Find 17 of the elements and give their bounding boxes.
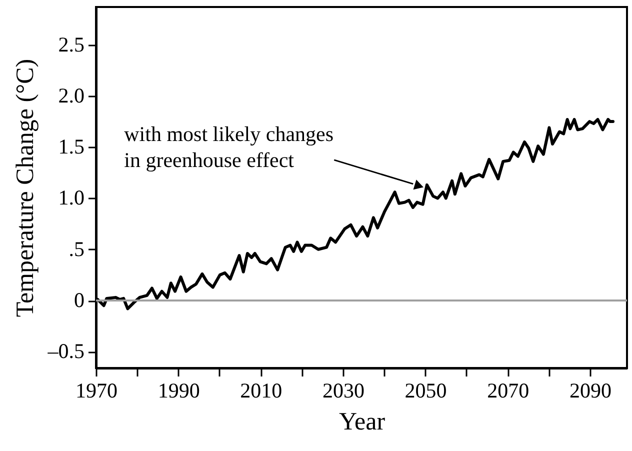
y-tick-label: 1.0 [58, 186, 84, 210]
x-tick-label: 2090 [569, 378, 612, 402]
x-axis-title: Year [338, 408, 386, 436]
x-tick-label: 2070 [487, 378, 530, 402]
x-tick-label: 1970 [76, 378, 118, 402]
y-axis-title: Temperature Change (°C) [12, 58, 39, 318]
y-tick-label: 2.5 [58, 32, 84, 56]
y-tick-label: 0 [74, 288, 84, 312]
y-tick-label: –0.5 [46, 339, 84, 364]
y-tick-label: 2.0 [58, 83, 84, 108]
x-tick-label: 2010 [240, 378, 282, 402]
annotation: with most likely changes in greenhouse effect [124, 122, 334, 172]
x-tick-label: 2030 [322, 378, 364, 402]
y-tick-label: 1.5 [58, 134, 84, 159]
x-tick-label: 1990 [158, 378, 200, 402]
y-tick-label: .5 [68, 236, 84, 261]
x-tick-label: 2050 [404, 378, 447, 402]
